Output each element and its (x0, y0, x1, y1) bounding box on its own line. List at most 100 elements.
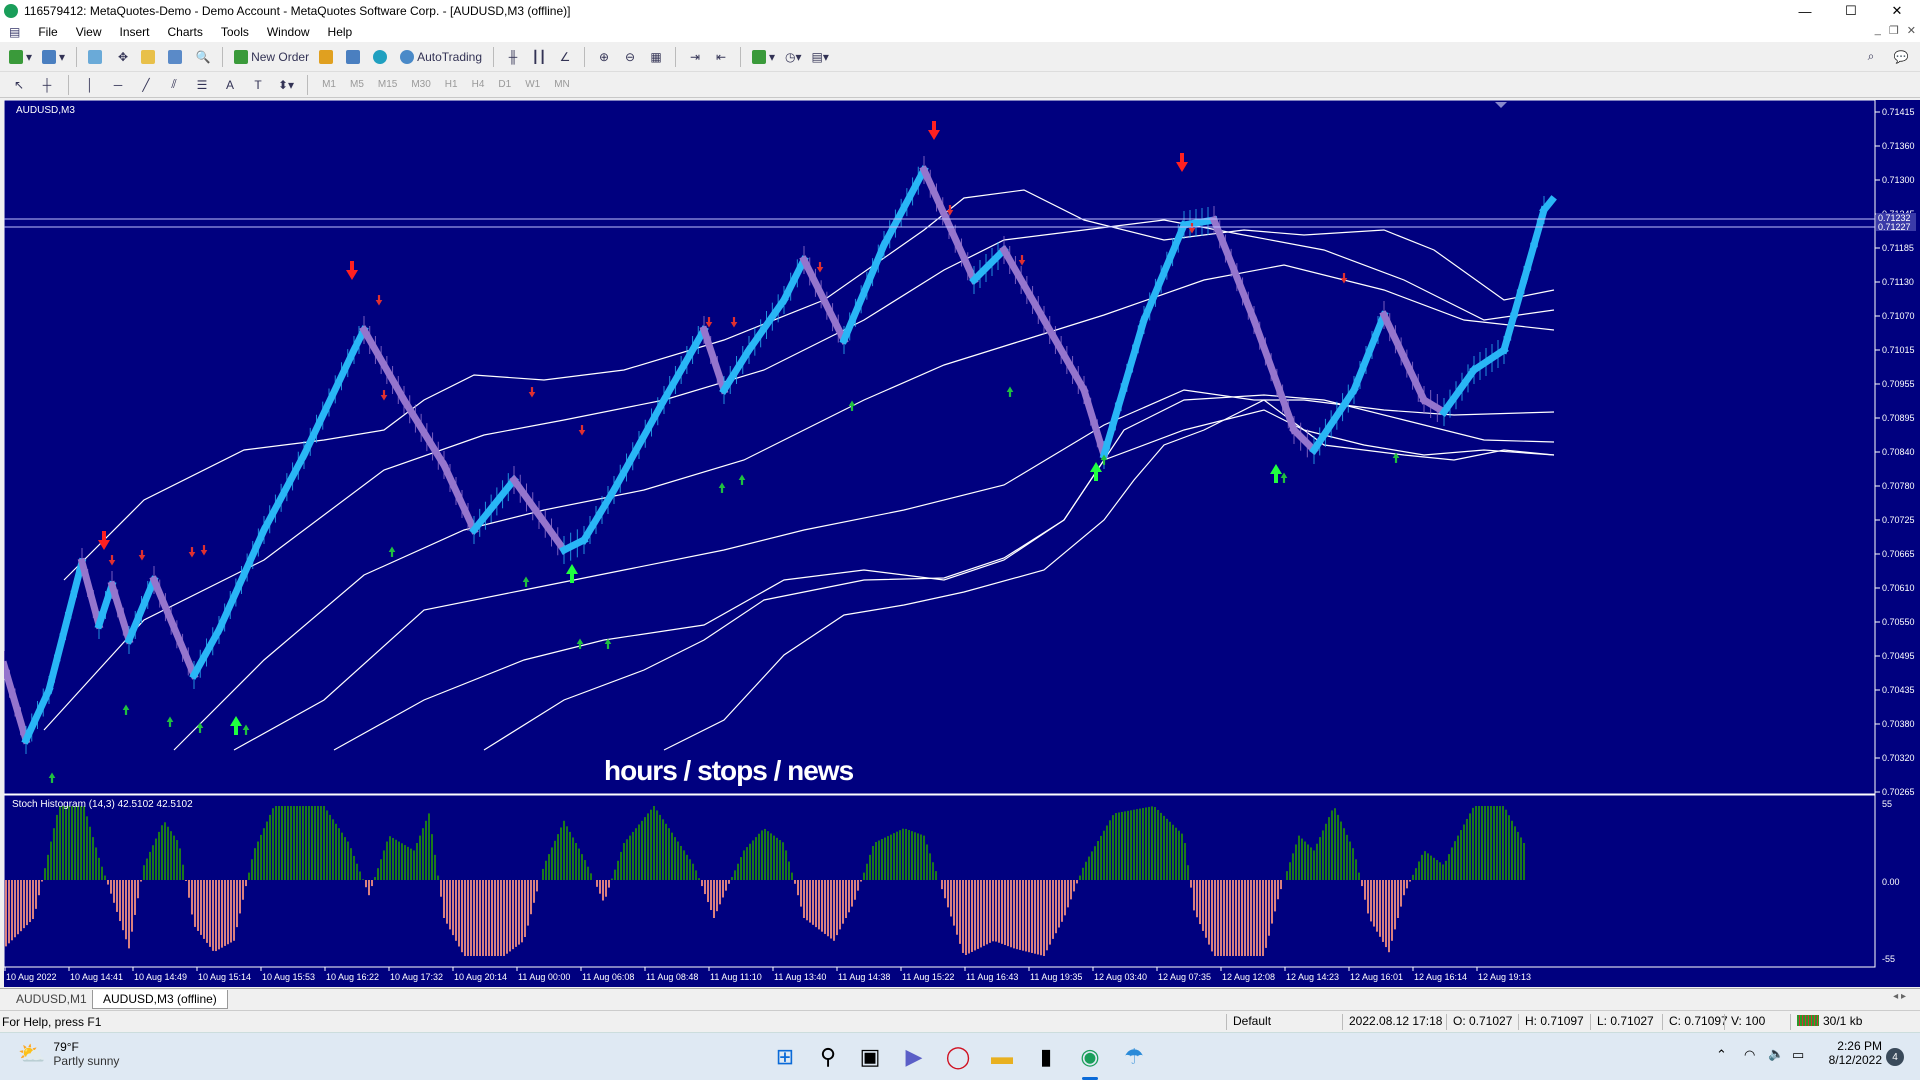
show-hidden-icons[interactable]: ⌃ (1716, 1047, 1727, 1062)
traffic-icon (1797, 1015, 1819, 1026)
time-tick-label: 10 Aug 16:22 (326, 972, 379, 982)
buy-arrow-stem (1394, 458, 1398, 463)
timeframe-w1[interactable]: W1 (525, 79, 541, 90)
file-explorer-icon[interactable]: ▬ (991, 1044, 1013, 1069)
price-chart[interactable]: 0.714150.713600.713000.712450.711850.711… (0, 99, 1920, 987)
strategy-tester-icon[interactable]: 🔍 (195, 49, 211, 64)
equidistant-channel-icon[interactable]: ⫽ (171, 77, 177, 91)
tile-windows-icon[interactable]: ▦ (650, 49, 662, 64)
profiles-icon[interactable]: ▾ (39, 46, 68, 68)
bar-chart-icon[interactable]: ╫ (508, 49, 518, 64)
metaeditor-icon[interactable] (316, 46, 339, 68)
text-icon[interactable]: A (225, 77, 234, 92)
data-window-icon[interactable]: ✥ (118, 49, 129, 64)
weather-app-icon[interactable]: ☂ (1124, 1044, 1144, 1069)
price-tick-label: 0.70435 (1882, 685, 1915, 695)
zoom-in-icon[interactable]: ⊕ (598, 49, 610, 64)
menu-tools[interactable]: Tools (220, 25, 249, 39)
main-pane (3, 99, 1876, 795)
market-watch-icon[interactable] (85, 46, 108, 68)
task-view-icon[interactable]: ▣ (859, 1044, 881, 1069)
maximize-button[interactable]: ☐ (1845, 3, 1857, 18)
wifi-icon[interactable]: ◠ (1744, 1047, 1756, 1062)
minimize-button[interactable]: — (1798, 3, 1812, 19)
notification-badge[interactable]: 4 (1886, 1048, 1904, 1066)
menu-window[interactable]: Window (266, 25, 310, 39)
buy-arrow-icon (122, 704, 130, 710)
navigator-icon[interactable] (138, 46, 161, 68)
tab-scroll-icon[interactable]: ◂ ▸ (1893, 991, 1906, 1002)
close-button[interactable]: ✕ (1891, 3, 1903, 18)
connection-status[interactable]: 30/1 kb (1790, 1014, 1900, 1030)
crosshair-icon[interactable]: ┼ (42, 77, 52, 92)
timeframe-d1[interactable]: D1 (498, 79, 512, 90)
chat-app-icon[interactable]: ▶ (905, 1044, 923, 1069)
timeframe-mn[interactable]: MN (554, 79, 570, 90)
menu-view[interactable]: View (75, 25, 102, 39)
profile-name: Default (1226, 1014, 1346, 1030)
down-segment (1079, 385, 1109, 460)
new-chart-icon[interactable]: ▾ (6, 46, 35, 68)
tab-audusd-m3[interactable]: AUDUSD,M3 (offline) (92, 990, 228, 1009)
tradingview-icon[interactable]: ▮ (1039, 1044, 1053, 1069)
periods-icon[interactable]: ◷▾ (785, 49, 802, 64)
clock[interactable]: 2:26 PM 8/12/2022 (1820, 1039, 1882, 1067)
mdi-close-button[interactable]: ✕ (1906, 25, 1916, 37)
candlestick-icon[interactable]: ┃┃ (531, 49, 547, 64)
opera-icon[interactable]: ◯ (945, 1044, 971, 1069)
new-order-button[interactable]: New Order (231, 46, 312, 68)
weather-widget[interactable]: ⛅ 79°F Partly sunny (18, 1040, 119, 1068)
buy-arrow-stem (1008, 392, 1012, 397)
signals-icon[interactable] (343, 46, 366, 68)
timeframe-m5[interactable]: M5 (349, 79, 364, 90)
cursor-icon[interactable]: ↖ (13, 77, 25, 92)
search-icon[interactable]: ⌕ (1867, 49, 1875, 63)
autotrading-button[interactable]: AutoTrading (397, 46, 485, 68)
chart-shift-icon[interactable]: ⇤ (715, 49, 727, 64)
up-segment (469, 475, 519, 535)
active-app-indicator (1082, 1077, 1098, 1080)
indicators-icon[interactable]: ▾ (749, 46, 778, 68)
menu-help[interactable]: Help (327, 25, 353, 39)
templates-icon[interactable]: ▤▾ (811, 49, 829, 64)
search-taskbar-icon[interactable]: ⚲ (819, 1044, 837, 1069)
menu-icon[interactable]: ▤ (9, 25, 21, 39)
buy-arrow-stem (390, 552, 394, 557)
text-label-icon[interactable]: T (254, 77, 262, 92)
up-segment (1519, 205, 1549, 285)
terminal-icon[interactable] (165, 46, 188, 68)
line-chart-icon[interactable]: ∠ (559, 49, 571, 64)
metatrader-taskbar-icon[interactable]: ◉ (1080, 1044, 1100, 1069)
horizontal-line-icon[interactable]: ─ (113, 77, 123, 92)
down-segment (999, 245, 1049, 325)
clock-time: 2:26 PM (1837, 1039, 1882, 1053)
timeframe-h1[interactable]: H1 (444, 79, 458, 90)
fibonacci-icon[interactable]: ☰ (196, 77, 208, 92)
arrows-icon[interactable]: ⬍▾ (278, 77, 295, 92)
mdi-minimize-button[interactable]: _ (1874, 24, 1881, 36)
chart-shift-marker[interactable] (1495, 102, 1507, 108)
timeframe-m15[interactable]: M15 (377, 79, 398, 90)
trendline-icon[interactable]: ╱ (142, 77, 150, 92)
menu-charts[interactable]: Charts (167, 25, 203, 39)
mdi-restore-button[interactable]: ❐ (1888, 25, 1899, 37)
buy-arrow-icon (1006, 386, 1014, 392)
chat-icon[interactable]: 💬 (1893, 49, 1909, 64)
buy-arrow-stem (234, 726, 238, 735)
start-icon[interactable]: ⊞ (775, 1044, 795, 1069)
battery-icon[interactable]: ▭ (1792, 1047, 1805, 1062)
timeframe-m1[interactable]: M1 (322, 79, 336, 90)
market-icon[interactable] (370, 46, 393, 68)
weather-icon: ⛅ (18, 1041, 46, 1066)
menu-insert[interactable]: Insert (119, 25, 150, 39)
timeframe-m30[interactable]: M30 (411, 79, 431, 90)
volume-icon[interactable]: 🔈 (1768, 1046, 1785, 1061)
menu-file[interactable]: File (38, 25, 58, 39)
autoscroll-icon[interactable]: ⇥ (689, 49, 701, 64)
chart-window[interactable]: 0.714150.713600.713000.712450.711850.711… (0, 99, 1920, 987)
timeframe-h4[interactable]: H4 (471, 79, 485, 90)
vertical-line-icon[interactable]: │ (86, 77, 94, 92)
tab-audusd-m1[interactable]: AUDUSD,M1 (16, 992, 87, 1006)
zoom-out-icon[interactable]: ⊖ (624, 49, 636, 64)
time-tick-label: 12 Aug 14:23 (1286, 972, 1339, 982)
